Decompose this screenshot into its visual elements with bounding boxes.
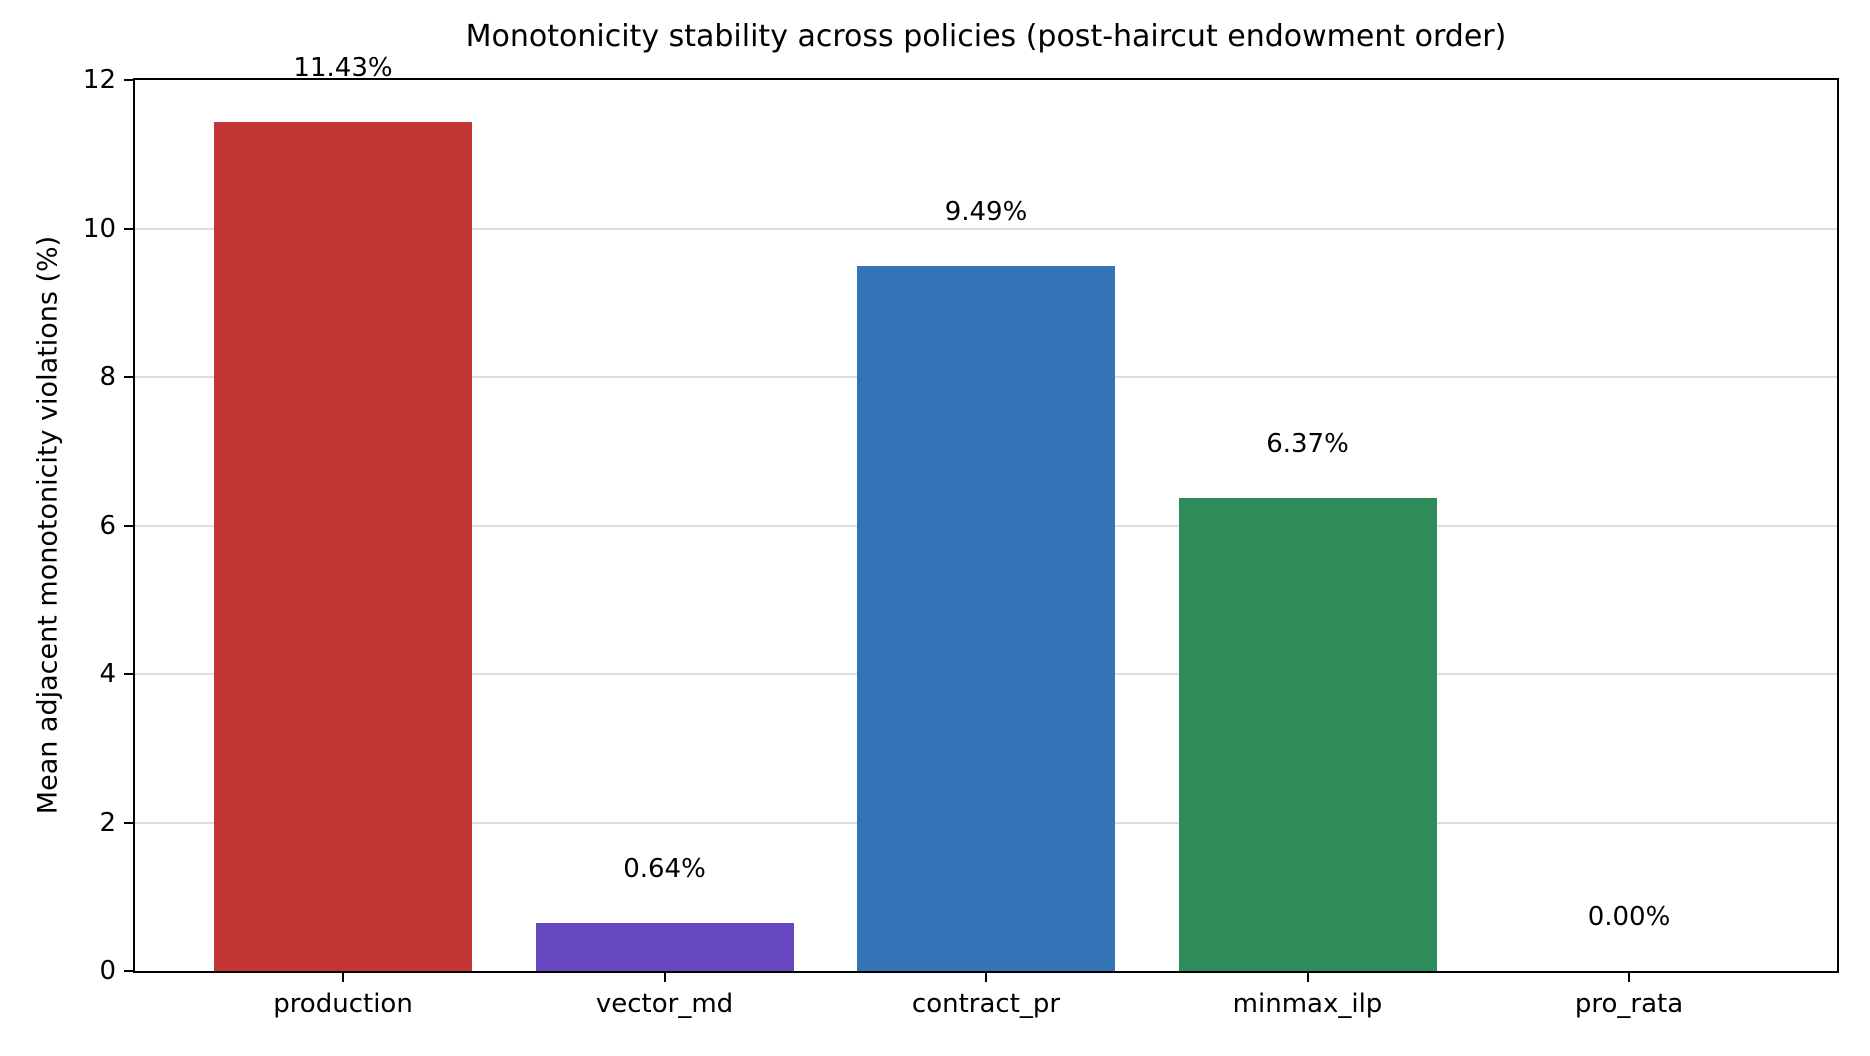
bar-vector_md [535, 923, 794, 971]
chart-title: Monotonicity stability across policies (… [465, 19, 1507, 54]
plot-area: 11.43% 0.64% 9.49% 6.37% 0.00% [133, 54, 1839, 973]
x-tick-label-minmax_ilp: minmax_ilp [1232, 989, 1383, 1019]
y-tick-4 [124, 673, 133, 675]
y-tick-2 [124, 821, 133, 824]
value-label-minmax_ilp: 6.37% [1266, 429, 1349, 460]
value-label-contract_pr: 9.49% [944, 197, 1028, 228]
bar-production [214, 122, 472, 971]
y-tick-label-10: 10 [82, 213, 116, 244]
y-tick-12 [124, 79, 133, 81]
x-tick-minmax_ilp [1306, 973, 1309, 982]
y-tick-10 [124, 227, 133, 230]
y-tick-label-2: 2 [99, 807, 116, 838]
y-tick-label-0: 0 [99, 956, 116, 986]
x-tick-vector_md [663, 973, 666, 982]
value-label-pro_rata: 0.00% [1587, 902, 1671, 932]
bar-minmax_ilp [1178, 498, 1437, 971]
value-label-vector_md: 0.64% [623, 854, 706, 885]
bar-contract_pr [857, 266, 1115, 971]
x-tick-label-vector_md: vector_md [595, 989, 734, 1019]
y-tick-6 [124, 524, 133, 527]
y-tick-label-4: 4 [99, 659, 116, 689]
y-tick-label-6: 6 [99, 510, 116, 541]
x-tick-pro_rata [1628, 973, 1630, 982]
x-tick-label-pro_rata: pro_rata [1574, 989, 1684, 1019]
x-tick-production [342, 973, 344, 982]
x-tick-contract_pr [985, 973, 987, 982]
y-tick-label-8: 8 [99, 362, 116, 392]
value-label-production: 11.43% [293, 53, 393, 84]
y-tick-label-12: 12 [82, 65, 116, 95]
x-tick-label-contract_pr: contract_pr [911, 989, 1061, 1019]
gridline-y-10 [135, 227, 1837, 230]
x-tick-label-production: production [273, 989, 413, 1019]
y-tick-0 [124, 970, 133, 972]
y-tick-8 [124, 376, 133, 378]
